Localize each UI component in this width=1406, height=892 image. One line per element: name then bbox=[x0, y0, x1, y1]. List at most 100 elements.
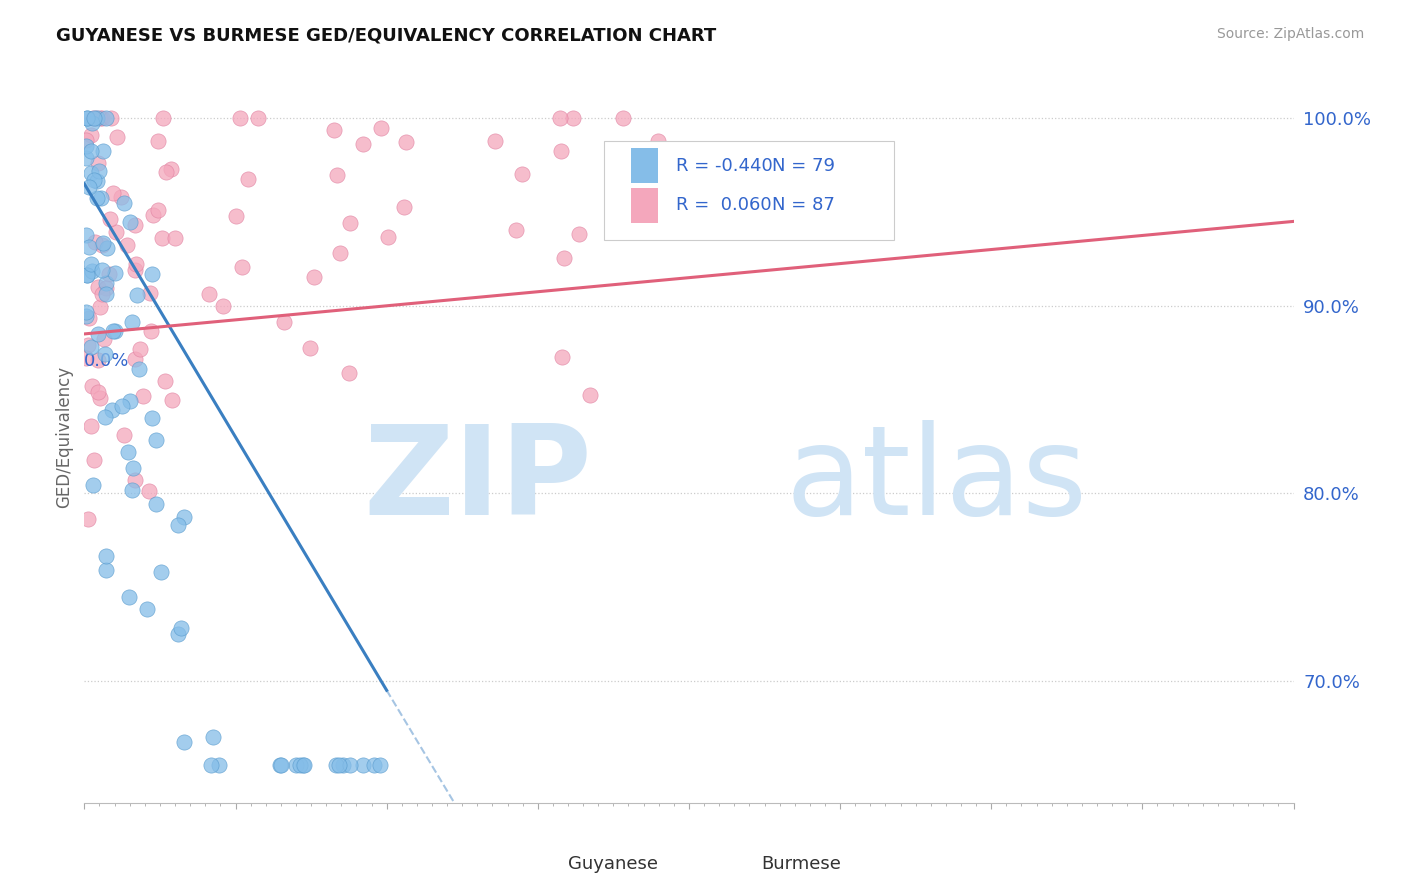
Point bbox=[201, 730, 224, 744]
Point bbox=[110, 189, 132, 203]
Point bbox=[75, 310, 97, 324]
Point bbox=[86, 174, 108, 188]
Point bbox=[269, 758, 291, 772]
Point bbox=[323, 123, 346, 137]
Point bbox=[98, 211, 121, 226]
Point bbox=[120, 394, 142, 409]
Point bbox=[117, 444, 139, 458]
Point bbox=[83, 235, 105, 250]
Point bbox=[76, 112, 98, 126]
Point bbox=[142, 208, 165, 222]
Point bbox=[101, 186, 124, 201]
Point bbox=[94, 549, 117, 564]
Point bbox=[273, 315, 295, 329]
Point bbox=[141, 267, 163, 281]
Point bbox=[124, 257, 146, 271]
Text: N = 87: N = 87 bbox=[772, 196, 835, 214]
Point bbox=[149, 566, 172, 580]
Point bbox=[93, 410, 115, 425]
FancyBboxPatch shape bbox=[520, 846, 558, 882]
Point bbox=[82, 112, 104, 126]
Point bbox=[76, 112, 98, 126]
Point bbox=[229, 112, 252, 126]
Point bbox=[510, 168, 533, 182]
Point bbox=[112, 195, 135, 210]
Point bbox=[80, 257, 103, 271]
FancyBboxPatch shape bbox=[631, 148, 658, 183]
Point bbox=[208, 758, 231, 772]
Point bbox=[80, 263, 103, 277]
Point bbox=[225, 209, 247, 223]
Text: Burmese: Burmese bbox=[762, 855, 841, 872]
Point bbox=[270, 758, 292, 772]
Point bbox=[76, 338, 98, 352]
FancyBboxPatch shape bbox=[631, 187, 658, 223]
Point bbox=[122, 460, 145, 475]
Point bbox=[568, 227, 591, 242]
Point bbox=[634, 225, 657, 239]
Point bbox=[135, 602, 157, 616]
Text: GUYANESE VS BURMESE GED/EQUIVALENCY CORRELATION CHART: GUYANESE VS BURMESE GED/EQUIVALENCY CORR… bbox=[56, 27, 717, 45]
Point bbox=[160, 393, 183, 408]
Point bbox=[247, 112, 270, 126]
Point bbox=[89, 301, 111, 315]
Point bbox=[579, 388, 602, 402]
Point bbox=[105, 129, 128, 144]
Text: R =  0.060: R = 0.060 bbox=[676, 196, 772, 214]
Point bbox=[83, 112, 105, 126]
Point bbox=[90, 112, 112, 126]
Point bbox=[91, 263, 114, 277]
Point bbox=[80, 144, 103, 158]
Point bbox=[124, 262, 146, 277]
Point bbox=[96, 112, 118, 126]
Point bbox=[87, 352, 110, 367]
Point bbox=[84, 112, 107, 126]
Text: ZIP: ZIP bbox=[364, 420, 592, 541]
Text: N = 79: N = 79 bbox=[772, 157, 835, 175]
Point bbox=[94, 276, 117, 290]
Point bbox=[125, 288, 148, 302]
Point bbox=[91, 286, 114, 301]
Point bbox=[80, 419, 103, 434]
Point bbox=[484, 134, 506, 148]
Point bbox=[170, 621, 193, 635]
Point bbox=[548, 112, 571, 126]
Point bbox=[75, 305, 97, 319]
Point bbox=[91, 235, 114, 250]
Point bbox=[551, 351, 574, 365]
Text: R = -0.440: R = -0.440 bbox=[676, 157, 772, 175]
Point bbox=[77, 311, 100, 326]
Point bbox=[118, 215, 141, 229]
Point bbox=[505, 223, 527, 237]
Point bbox=[553, 251, 575, 265]
Point bbox=[79, 340, 101, 354]
Point bbox=[212, 299, 235, 313]
Point bbox=[173, 509, 195, 524]
Point bbox=[173, 735, 195, 749]
Point bbox=[86, 112, 108, 126]
Point bbox=[89, 112, 111, 126]
Text: Guyanese: Guyanese bbox=[568, 855, 658, 872]
Point bbox=[124, 219, 146, 233]
Point bbox=[91, 145, 114, 159]
Point bbox=[87, 155, 110, 169]
Point bbox=[198, 286, 221, 301]
Point bbox=[395, 135, 418, 149]
Point bbox=[83, 173, 105, 187]
Point bbox=[86, 191, 108, 205]
Point bbox=[291, 758, 314, 772]
Point bbox=[139, 324, 162, 338]
Point bbox=[146, 202, 169, 217]
Point bbox=[115, 238, 138, 252]
Point bbox=[238, 172, 260, 186]
Point bbox=[79, 180, 101, 194]
Point bbox=[368, 758, 391, 772]
Point bbox=[132, 389, 155, 403]
Point bbox=[76, 268, 98, 283]
Point bbox=[160, 161, 183, 176]
Point bbox=[325, 758, 347, 772]
Text: Source: ZipAtlas.com: Source: ZipAtlas.com bbox=[1216, 27, 1364, 41]
Point bbox=[231, 260, 253, 275]
Point bbox=[561, 112, 583, 126]
Point bbox=[326, 168, 349, 182]
